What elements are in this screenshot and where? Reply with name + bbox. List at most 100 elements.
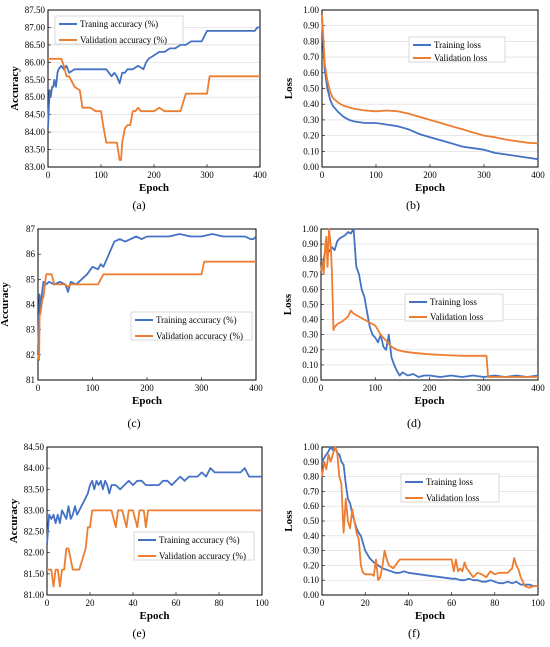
x-tick-label: 20 — [86, 598, 96, 608]
x-tick-label: 100 — [369, 383, 383, 393]
y-tick-label: 0.10 — [303, 575, 319, 585]
x-tick-label: 40 — [129, 598, 139, 608]
panel-caption: (b) — [406, 198, 420, 212]
x-tick-label: 100 — [94, 170, 108, 180]
legend-label: Training accuracy (%) — [156, 315, 237, 325]
y-tick-label: 0.90 — [302, 239, 318, 249]
y-tick-label: 81 — [26, 375, 35, 385]
y-tick-label: 0.80 — [303, 472, 319, 482]
y-tick-label: 83.00 — [25, 162, 46, 172]
y-tick-label: 0.10 — [303, 146, 319, 156]
legend-label: Validation loss — [434, 53, 488, 63]
x-tick-label: 40 — [404, 598, 414, 608]
series-line-training — [47, 26, 260, 129]
y-tick-label: 81.00 — [24, 590, 45, 600]
x-tick-label: 300 — [200, 170, 214, 180]
y-tick-label: 0.40 — [302, 315, 318, 325]
y-tick-label: 0.60 — [303, 501, 319, 511]
y-tick-label: 86.50 — [25, 40, 46, 50]
x-tick-label: 400 — [249, 383, 263, 393]
y-tick-label: 0.50 — [303, 84, 319, 94]
x-tick-label: 80 — [490, 598, 500, 608]
y-tick-label: 0.30 — [302, 330, 318, 340]
panel-caption: (d) — [407, 416, 421, 430]
legend: Training loss Validation loss — [400, 473, 500, 503]
y-axis-label: Accuracy — [8, 498, 20, 543]
x-tick-label: 300 — [477, 170, 491, 180]
x-tick-label: 100 — [369, 170, 383, 180]
x-tick-label: 200 — [423, 170, 437, 180]
y-tick-label: 0.00 — [303, 590, 319, 600]
x-tick-label: 0 — [36, 383, 41, 393]
y-tick-label: 84.00 — [24, 463, 45, 473]
y-tick-label: 83.00 — [24, 505, 45, 515]
y-tick-label: 87 — [26, 224, 36, 234]
x-tick-label: 0 — [320, 170, 325, 180]
y-axis-label: Loss — [282, 293, 294, 315]
y-tick-label: 0.20 — [302, 345, 318, 355]
legend-label: Validation accuracy (%) — [80, 35, 167, 45]
x-tick-label: 0 — [45, 598, 50, 608]
x-tick-label: 20 — [361, 598, 371, 608]
x-axis-label: Epoch — [132, 395, 162, 407]
x-axis-label: Epoch — [415, 395, 445, 407]
y-tick-label: 82.50 — [24, 527, 45, 537]
panel-caption: (f) — [408, 626, 420, 640]
y-tick-label: 0.10 — [302, 360, 318, 370]
series-line-validation — [37, 260, 256, 361]
y-tick-label: 0.00 — [303, 162, 319, 172]
legend-label: Validation loss — [426, 493, 480, 503]
plot-frame — [46, 446, 263, 596]
y-tick-label: 82.00 — [24, 548, 45, 558]
y-tick-label: 85.00 — [25, 92, 46, 102]
y-tick-label: 84.50 — [25, 110, 46, 120]
x-tick-label: 400 — [253, 170, 267, 180]
x-tick-label: 100 — [255, 598, 269, 608]
y-tick-label: 0.40 — [303, 531, 319, 541]
y-axis-label: Loss — [283, 77, 295, 99]
legend: Training loss Validation loss — [408, 36, 506, 63]
legend: Training accuracy (%) Validation accuracy… — [130, 311, 253, 341]
legend-label: Traning accuracy (%) — [80, 19, 158, 29]
x-tick-label: 60 — [172, 598, 182, 608]
y-axis-label: Accuracy — [9, 66, 21, 111]
series-line-training — [321, 17, 539, 161]
x-tick-label: 60 — [447, 598, 457, 608]
chart-panel-1: 83.00 83.50 84.00 84.50 85.00 85.50 86.00 86.50… — [9, 5, 267, 212]
series-line-training — [320, 228, 539, 378]
y-tick-label: 0.20 — [303, 131, 319, 141]
y-tick-label: 0.80 — [303, 36, 319, 46]
series-line-validation — [321, 446, 538, 589]
x-tick-label: 400 — [531, 170, 545, 180]
y-tick-label: 0.40 — [303, 99, 319, 109]
x-tick-label: 200 — [140, 383, 154, 393]
y-tick-label: 0.90 — [303, 21, 319, 31]
y-tick-label: 0.50 — [302, 300, 318, 310]
legend-label: Training accuracy (%) — [159, 535, 240, 545]
y-tick-label: 0.60 — [302, 284, 318, 294]
series-line-validation — [320, 228, 538, 378]
chart-panel-3: 81 82 83 84 85 86 87 0 100 200 300 400 Epoch Accuracy… — [0, 224, 263, 430]
legend-label: Validation accuracy (%) — [156, 331, 243, 341]
panel-caption: (a) — [132, 198, 145, 212]
y-tick-label: 0.30 — [303, 546, 319, 556]
x-axis-label: Epoch — [140, 610, 170, 622]
x-tick-label: 100 — [86, 383, 100, 393]
series-line-training — [37, 233, 257, 355]
panel-caption: (e) — [132, 626, 145, 640]
chart-panel-4: 0.00 0.10 0.20 0.30 0.40 0.50 0.60 0.70 0.80 0.90… — [282, 224, 545, 430]
legend-label: Training loss — [426, 477, 473, 487]
y-tick-label: 85 — [26, 274, 36, 284]
series-line-training — [321, 446, 538, 587]
y-axis-label: Accuracy — [0, 282, 11, 327]
series-line-validation — [321, 14, 539, 145]
y-tick-label: 0.70 — [303, 486, 319, 496]
y-tick-label: 0.60 — [303, 68, 319, 78]
y-tick-label: 83 — [26, 325, 36, 335]
legend: Training accuracy (%) Validation accuracy… — [133, 531, 255, 561]
legend-box — [400, 473, 500, 503]
legend-label: Training loss — [434, 40, 481, 50]
y-tick-label: 84.00 — [25, 127, 46, 137]
chart-panel-2: 0.00 0.10 0.20 0.30 0.40 0.50 0.60 0.70 0.80 0.90… — [283, 5, 545, 212]
